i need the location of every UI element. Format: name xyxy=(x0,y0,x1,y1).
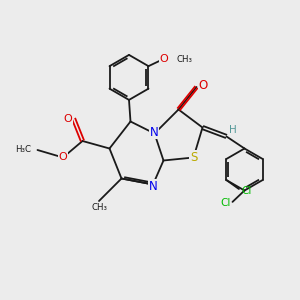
Text: H: H xyxy=(229,125,237,135)
Text: O: O xyxy=(199,79,208,92)
Text: H₃C: H₃C xyxy=(15,145,31,154)
Text: N: N xyxy=(148,179,158,193)
Text: O: O xyxy=(64,113,73,124)
Text: O: O xyxy=(58,152,68,163)
Text: CH₃: CH₃ xyxy=(176,55,192,64)
Text: N: N xyxy=(149,125,158,139)
Text: Cl: Cl xyxy=(241,185,252,196)
Text: CH₃: CH₃ xyxy=(91,202,107,211)
Text: S: S xyxy=(190,151,197,164)
Text: Cl: Cl xyxy=(221,198,231,208)
Text: O: O xyxy=(159,54,168,64)
